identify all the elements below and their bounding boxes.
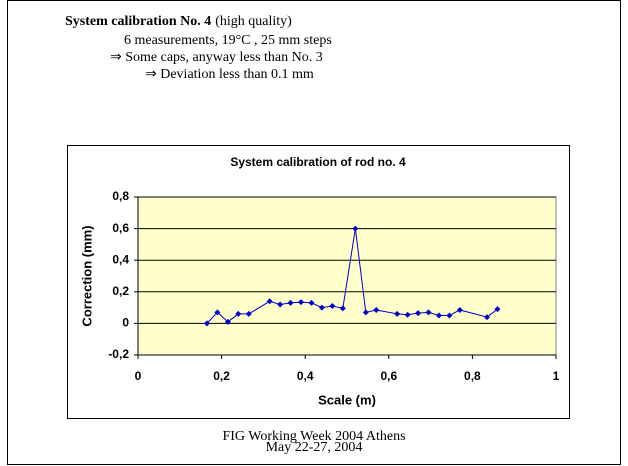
y-axis-label: Correction (mm) (79, 225, 94, 326)
data-point (224, 318, 231, 325)
data-point (235, 310, 242, 317)
data-point (329, 303, 336, 310)
heading: System calibration No. 4 (high quality) (65, 14, 292, 29)
x-tick-label: 0,4 (297, 369, 314, 383)
data-point (245, 310, 252, 317)
y-tick-label: 0,2 (112, 284, 129, 298)
footer: May 22-27, 2004 (266, 440, 363, 455)
y-tick-label: 0,4 (112, 252, 129, 266)
x-axis-label: Scale (m) (318, 392, 376, 407)
data-point (425, 309, 432, 316)
bullet-line: ⇒ Deviation less than 0.1 mm (145, 67, 314, 82)
data-point (277, 301, 284, 308)
data-point (404, 311, 411, 318)
x-tick-label: 0,6 (380, 369, 397, 383)
y-tick-label: 0 (122, 316, 129, 330)
data-point (446, 312, 453, 319)
y-tick-label: -0,2 (108, 347, 129, 361)
x-tick-label: 1 (553, 369, 560, 383)
bullet-line: ⇒ Some caps, anyway less than No. 3 (110, 50, 323, 65)
data-point (415, 310, 422, 317)
data-point (373, 306, 380, 313)
footer: FIG Working Week 2004 Athens (222, 429, 405, 444)
data-point (352, 225, 359, 232)
data-point (214, 309, 221, 316)
data-point (456, 306, 463, 313)
x-tick-label: 0 (135, 369, 142, 383)
chart-title: System calibration of rod no. 4 (230, 155, 406, 169)
plot-area (137, 196, 557, 356)
data-point (394, 310, 401, 317)
x-tick-label: 0,8 (464, 369, 481, 383)
data-point (308, 299, 315, 306)
data-point (298, 299, 305, 306)
bullet-line: 6 measurements, 19°C , 25 mm steps (124, 33, 332, 48)
data-point (318, 304, 325, 311)
y-tick-label: 0,6 (112, 221, 129, 235)
data-point (287, 299, 294, 306)
data-point (435, 312, 442, 319)
data-point (266, 298, 273, 305)
data-point (484, 314, 491, 321)
heading-bold: System calibration No. 4 (65, 14, 211, 29)
x-tick-label: 0,2 (213, 369, 230, 383)
heading-rest: (high quality) (215, 14, 292, 29)
y-tick-label: 0,8 (112, 189, 129, 203)
data-point (362, 309, 369, 316)
data-point (339, 305, 346, 312)
data-point (203, 320, 210, 327)
data-point (494, 306, 501, 313)
